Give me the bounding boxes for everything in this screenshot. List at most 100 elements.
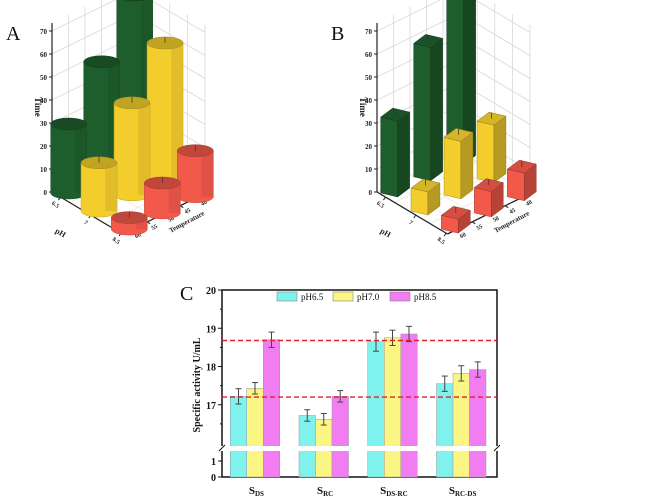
temperature-tick-label: 50 bbox=[492, 216, 500, 224]
legend-label: pH8.5 bbox=[414, 292, 437, 302]
plot-frame bbox=[221, 289, 498, 478]
bar bbox=[263, 339, 280, 478]
ph-tick-label: 6.5 bbox=[50, 201, 60, 210]
bar-front bbox=[474, 187, 492, 218]
panel-label: C bbox=[180, 283, 193, 305]
z-axis-title: Time bbox=[358, 97, 368, 117]
temperature-tick-label: 50 bbox=[167, 216, 175, 224]
z-tick-label: 40 bbox=[365, 97, 373, 105]
bar-front bbox=[476, 120, 495, 183]
temperature-tick-label: 45 bbox=[184, 208, 192, 216]
bar-top bbox=[123, 0, 146, 2]
bar-shade bbox=[135, 217, 148, 230]
z-tick-label: 60 bbox=[365, 51, 373, 59]
z-tick-label: 60 bbox=[40, 51, 48, 59]
ph-tick-label: 8.5 bbox=[111, 237, 121, 246]
z-tick-label: 50 bbox=[40, 74, 48, 82]
ph-tick bbox=[443, 232, 447, 237]
y-tick-label: 18 bbox=[206, 363, 216, 374]
temperature-tick bbox=[179, 205, 184, 209]
temperature-tick bbox=[504, 205, 509, 209]
ph-tick bbox=[413, 214, 417, 219]
ph-axis-title: pH bbox=[54, 226, 68, 240]
temperature-tick-label: 40 bbox=[525, 200, 533, 208]
legend-swatch bbox=[332, 291, 354, 302]
z-tick-label: 50 bbox=[365, 74, 373, 82]
temperature-tick-label: 55 bbox=[151, 224, 159, 232]
bars bbox=[380, 0, 537, 234]
ph-tick bbox=[383, 196, 386, 201]
temperature-tick bbox=[471, 221, 476, 225]
bar-side bbox=[397, 111, 410, 198]
ph-axis-title: pH bbox=[379, 226, 393, 240]
temperature-tick-label: 40 bbox=[200, 200, 208, 208]
z-tick-label: 30 bbox=[40, 120, 48, 128]
panel-label: A bbox=[6, 23, 21, 45]
bar bbox=[331, 396, 349, 478]
bar bbox=[230, 396, 247, 478]
bar-side bbox=[460, 131, 474, 200]
bar-front bbox=[507, 168, 525, 202]
z-tick-label: 40 bbox=[40, 97, 48, 105]
ph-tick-label: 6.5 bbox=[375, 201, 385, 210]
bar-front bbox=[413, 43, 431, 182]
gridline bbox=[51, 0, 206, 33]
bar-shade bbox=[138, 102, 151, 195]
bar bbox=[452, 373, 470, 478]
bar-front bbox=[443, 137, 462, 200]
bar bbox=[384, 337, 401, 478]
ph-tick-label: 7 bbox=[82, 220, 88, 227]
legend-swatch bbox=[389, 291, 411, 302]
x-tick-label: SDS bbox=[249, 485, 264, 498]
z-tick-label: 10 bbox=[40, 166, 48, 174]
axis-break-mark bbox=[218, 444, 226, 452]
z-tick-label: 0 bbox=[369, 189, 373, 197]
bar bbox=[246, 388, 264, 478]
y-tick-label: 20 bbox=[206, 286, 216, 297]
temperature-tick-label: 60 bbox=[134, 232, 142, 240]
y-tick-label: 1 bbox=[211, 457, 216, 468]
ph-axis bbox=[376, 191, 448, 235]
bar-shade bbox=[105, 162, 118, 212]
x-tick-label: SRC-DS bbox=[449, 485, 477, 498]
legend-label: pH6.5 bbox=[301, 292, 324, 302]
y-tick-label: 19 bbox=[206, 324, 216, 335]
temperature-tick-label: 60 bbox=[459, 232, 467, 240]
temperature-tick-label: 45 bbox=[509, 208, 517, 216]
ph-tick-label: 8.5 bbox=[436, 237, 446, 246]
ph-tick-label: 7 bbox=[407, 220, 413, 227]
bar-shade bbox=[75, 123, 87, 193]
bars bbox=[50, 0, 214, 236]
y-axis-title: Specific activity U/mL bbox=[192, 337, 203, 432]
legend-label: pH7.0 bbox=[357, 292, 380, 302]
bar-side bbox=[430, 37, 443, 182]
z-tick-label: 20 bbox=[40, 143, 48, 151]
bar-shade bbox=[171, 42, 184, 179]
z-tick-label: 0 bbox=[44, 189, 48, 197]
axis-break-mark bbox=[493, 444, 501, 452]
y-tick-label: 0 bbox=[211, 473, 216, 484]
z-axis-title: Time bbox=[33, 97, 43, 117]
bar bbox=[367, 341, 385, 478]
x-tick-label: SDS-RC bbox=[380, 485, 408, 498]
bar-side bbox=[493, 115, 507, 184]
legend-swatch bbox=[276, 291, 298, 302]
panel-label: B bbox=[331, 23, 344, 45]
bar-shade bbox=[168, 183, 181, 213]
bar-shade bbox=[201, 150, 214, 197]
axis-break bbox=[219, 446, 500, 451]
z-tick-label: 20 bbox=[365, 143, 373, 151]
panel-c-chart: C SDS SRC SDS-RC SRC-DS 17 18 19 20 0 1 Specific ac… bbox=[180, 283, 501, 498]
bar bbox=[469, 369, 487, 478]
temperature-tick-label: 55 bbox=[476, 224, 484, 232]
bar-front bbox=[410, 187, 429, 216]
x-tick-label: SRC bbox=[317, 485, 333, 498]
z-tick-label: 30 bbox=[365, 120, 373, 128]
bar-front bbox=[380, 116, 398, 198]
y-tick-label: 17 bbox=[206, 401, 216, 412]
temperature-tick bbox=[146, 221, 151, 225]
